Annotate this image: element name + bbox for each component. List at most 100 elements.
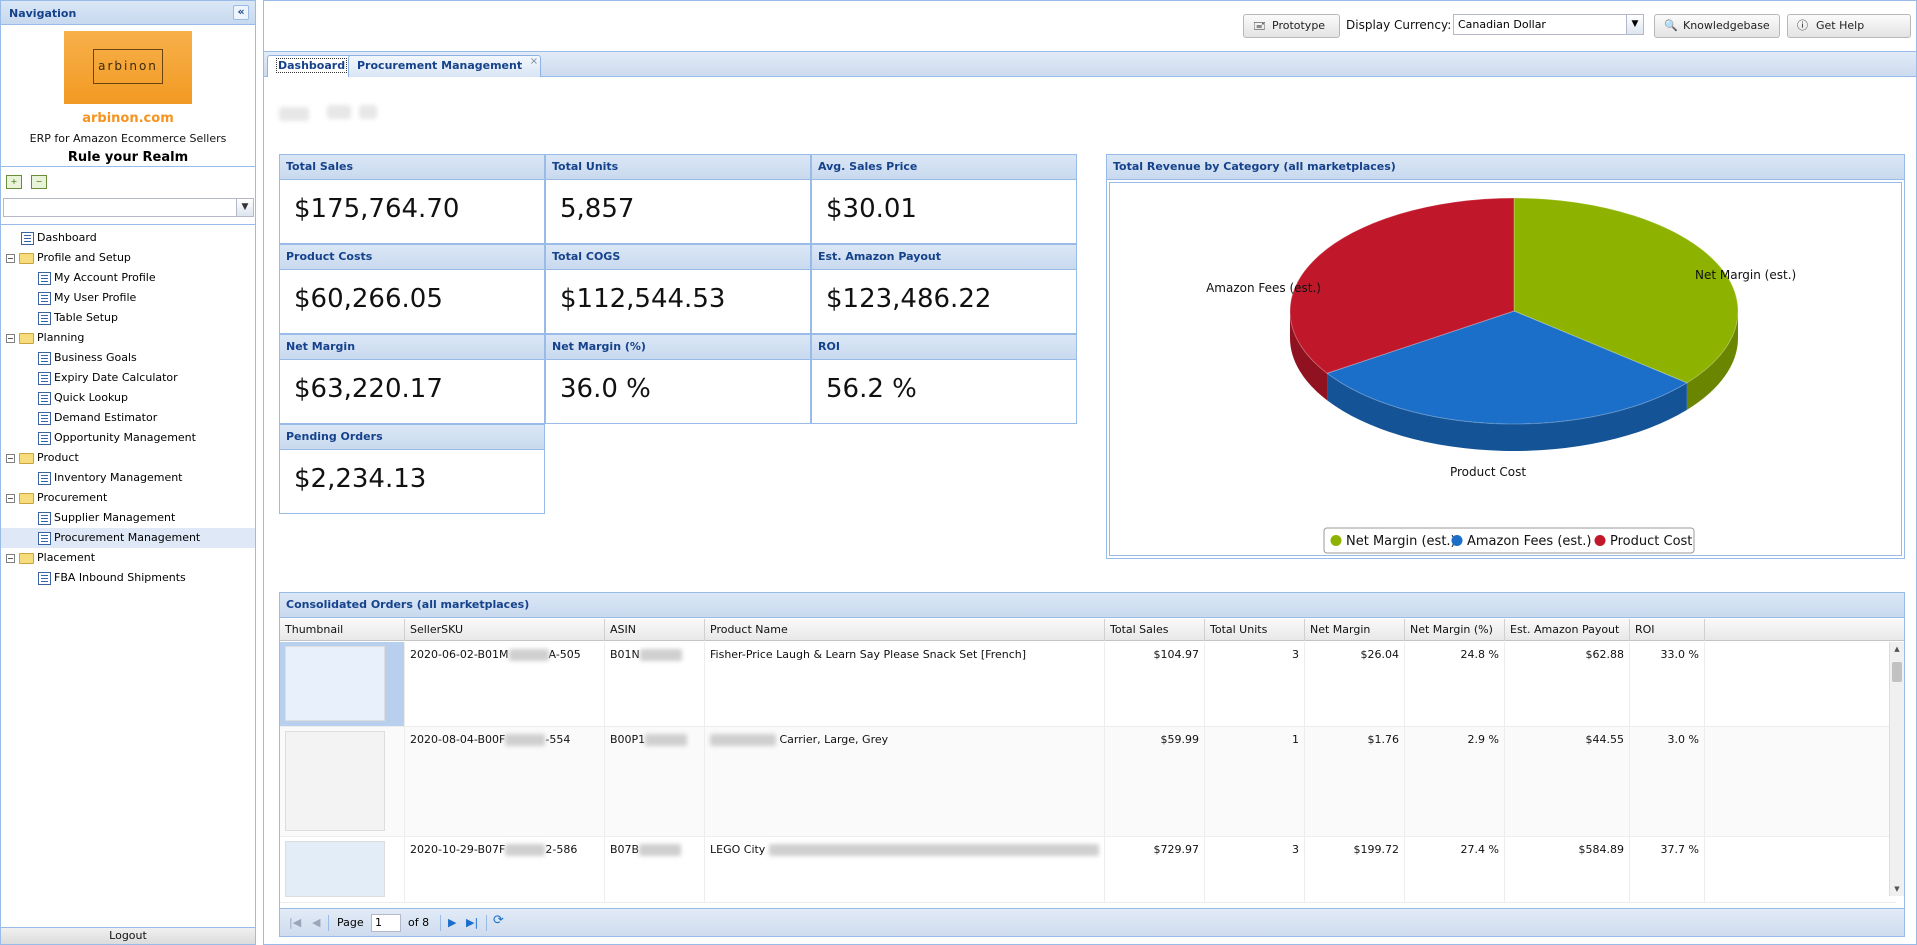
pie-slice-side-1[interactable]	[1327, 373, 1687, 452]
column-header[interactable]: Net Margin	[1305, 619, 1405, 641]
get-help-button[interactable]: ⓘ Get Help	[1787, 14, 1911, 38]
seller-sku: 2020-06-02-B01M A-505	[410, 648, 581, 661]
legend-label-0[interactable]: Net Margin (est.)	[1346, 534, 1456, 549]
pie-slice-side-0[interactable]	[1686, 311, 1738, 410]
close-icon[interactable]: ×	[529, 56, 539, 67]
page-icon	[21, 232, 34, 245]
column-header[interactable]: Product Name	[705, 619, 1105, 641]
column-header[interactable]: ASIN	[605, 619, 705, 641]
kpi-est-amazon-payout: Est. Amazon Payout $123,486.22	[811, 244, 1077, 334]
table-cell: $26.04	[1305, 642, 1405, 726]
page-number-input[interactable]: 1	[371, 914, 401, 932]
product-thumbnail[interactable]	[285, 841, 385, 897]
asin: B01N	[610, 648, 682, 661]
refresh-icon[interactable]: ⟳	[493, 913, 504, 928]
column-header[interactable]: Total Sales	[1105, 619, 1205, 641]
sidebar-item-quick-lookup[interactable]: Quick Lookup	[1, 388, 255, 408]
table-row[interactable]: 2020-10-29-B07F 2-586 B07B LEGO City $729.9…	[280, 837, 1896, 903]
sidebar-item-procurement-management[interactable]: Procurement Management	[1, 528, 255, 548]
folder-icon	[19, 493, 34, 504]
collapse-all-icon[interactable]: −	[31, 175, 47, 189]
page-count: of 8	[408, 916, 430, 929]
table-row[interactable]: 2020-08-04-B00F -554 B00P1 Carrier, Large,…	[280, 727, 1896, 837]
currency-select[interactable]: Canadian Dollar ▼	[1453, 14, 1644, 35]
sidebar-item-business-goals[interactable]: Business Goals	[1, 348, 255, 368]
brand-site[interactable]: arbinon.com	[82, 111, 174, 126]
sidebar-item-profile-and-setup[interactable]: − Profile and Setup	[1, 248, 255, 268]
expand-all-icon[interactable]: +	[6, 175, 22, 189]
sidebar-item-opportunity-management[interactable]: Opportunity Management	[1, 428, 255, 448]
table-cell: 2.9 %	[1405, 727, 1505, 836]
chevron-down-icon[interactable]: ▼	[236, 199, 253, 216]
collapse-node-icon[interactable]: −	[6, 254, 15, 263]
column-header[interactable]: Est. Amazon Payout	[1505, 619, 1630, 641]
table-row[interactable]: 2020-06-02-B01M A-505 B01N Fisher-Price Lau…	[280, 642, 1896, 727]
product-thumbnail[interactable]	[285, 731, 385, 831]
table-cell: 2020-08-04-B00F -554	[405, 727, 605, 836]
tab-procurement-label: Procurement Management	[357, 59, 523, 72]
pie-label-1: Amazon Fees (est.)	[1206, 281, 1321, 295]
sidebar-item-table-setup[interactable]: Table Setup	[1, 308, 255, 328]
collapse-node-icon[interactable]: −	[6, 554, 15, 563]
tree-filter-select[interactable]: ▼	[3, 198, 254, 217]
collapse-node-icon[interactable]: −	[6, 494, 15, 503]
collapse-panel-button[interactable]: «	[233, 5, 249, 20]
sidebar-item-product[interactable]: − Product	[1, 448, 255, 468]
scroll-up-icon[interactable]: ▲	[1894, 645, 1900, 653]
knowledgebase-button[interactable]: 🔍 Knowledgebase	[1654, 14, 1780, 38]
tree-item-label: Planning	[37, 331, 85, 344]
legend-label-2[interactable]: Product Cost	[1610, 534, 1692, 549]
first-page-icon[interactable]: |◀	[289, 916, 302, 929]
main-area: 🖃 Prototype Display Currency: Canadian D…	[263, 0, 1917, 945]
next-page-icon[interactable]: ▶	[448, 916, 457, 929]
prototype-button[interactable]: 🖃 Prototype	[1243, 14, 1340, 38]
est-amazon-payout: $44.55	[1585, 733, 1625, 746]
table-cell	[280, 642, 405, 726]
pie-slice-0[interactable]	[1513, 197, 1739, 384]
column-header[interactable]: ROI	[1630, 619, 1705, 641]
grid-scrollbar[interactable]: ▲ ▼	[1889, 642, 1904, 896]
legend-label-1[interactable]: Amazon Fees (est.)	[1467, 534, 1591, 549]
column-header[interactable]: Net Margin (%)	[1405, 619, 1505, 641]
sidebar-item-inventory-management[interactable]: Inventory Management	[1, 468, 255, 488]
pie-slice-2[interactable]	[1289, 197, 1515, 374]
scroll-thumb[interactable]	[1892, 662, 1902, 682]
net-margin-pct: 2.9 %	[1467, 733, 1499, 746]
scroll-down-icon[interactable]: ▼	[1894, 885, 1900, 893]
sidebar-item-expiry-date-calculator[interactable]: Expiry Date Calculator	[1, 368, 255, 388]
last-page-icon[interactable]: ▶|	[466, 916, 479, 929]
column-header[interactable]: SellerSKU	[405, 619, 605, 641]
product-thumbnail[interactable]	[285, 646, 385, 721]
table-cell: 27.4 %	[1405, 837, 1505, 902]
collapse-node-icon[interactable]: −	[6, 454, 15, 463]
chevron-down-icon[interactable]: ▼	[1626, 15, 1643, 34]
tab-dashboard[interactable]: Dashboard	[267, 55, 357, 77]
column-header[interactable]: Total Units	[1205, 619, 1305, 641]
sidebar-item-placement[interactable]: − Placement	[1, 548, 255, 568]
sidebar-item-demand-estimator[interactable]: Demand Estimator	[1, 408, 255, 428]
page-icon	[38, 372, 51, 385]
sidebar-item-dashboard[interactable]: Dashboard	[1, 228, 255, 248]
net-margin: $26.04	[1360, 648, 1400, 661]
sidebar-item-my-user-profile[interactable]: My User Profile	[1, 288, 255, 308]
sidebar-item-my-account-profile[interactable]: My Account Profile	[1, 268, 255, 288]
kpi-value: $123,486.22	[826, 284, 992, 314]
logout-button[interactable]: Logout	[1, 927, 255, 944]
tab-procurement-management[interactable]: Procurement Management ×	[348, 55, 542, 77]
knowledgebase-label: Knowledgebase	[1683, 19, 1770, 32]
kpi-value: $63,220.17	[294, 374, 443, 404]
kpi-value: $2,234.13	[294, 464, 427, 494]
sidebar-item-procurement[interactable]: − Procurement	[1, 488, 255, 508]
kpi-title: Total Sales	[280, 155, 544, 180]
column-header[interactable]: Thumbnail	[280, 619, 405, 641]
sidebar-item-planning[interactable]: − Planning	[1, 328, 255, 348]
kpi-title: ROI	[812, 335, 1076, 360]
previous-page-icon[interactable]: ◀	[312, 916, 321, 929]
view-filter-redacted[interactable]	[279, 102, 409, 124]
arbinon-logo: arbinon	[64, 31, 192, 104]
sidebar-item-fba-inbound-shipments[interactable]: FBA Inbound Shipments	[1, 568, 255, 588]
pie-slice-1[interactable]	[1326, 310, 1688, 425]
sidebar-item-supplier-management[interactable]: Supplier Management	[1, 508, 255, 528]
pie-slice-side-2[interactable]	[1290, 311, 1328, 401]
collapse-node-icon[interactable]: −	[6, 334, 15, 343]
